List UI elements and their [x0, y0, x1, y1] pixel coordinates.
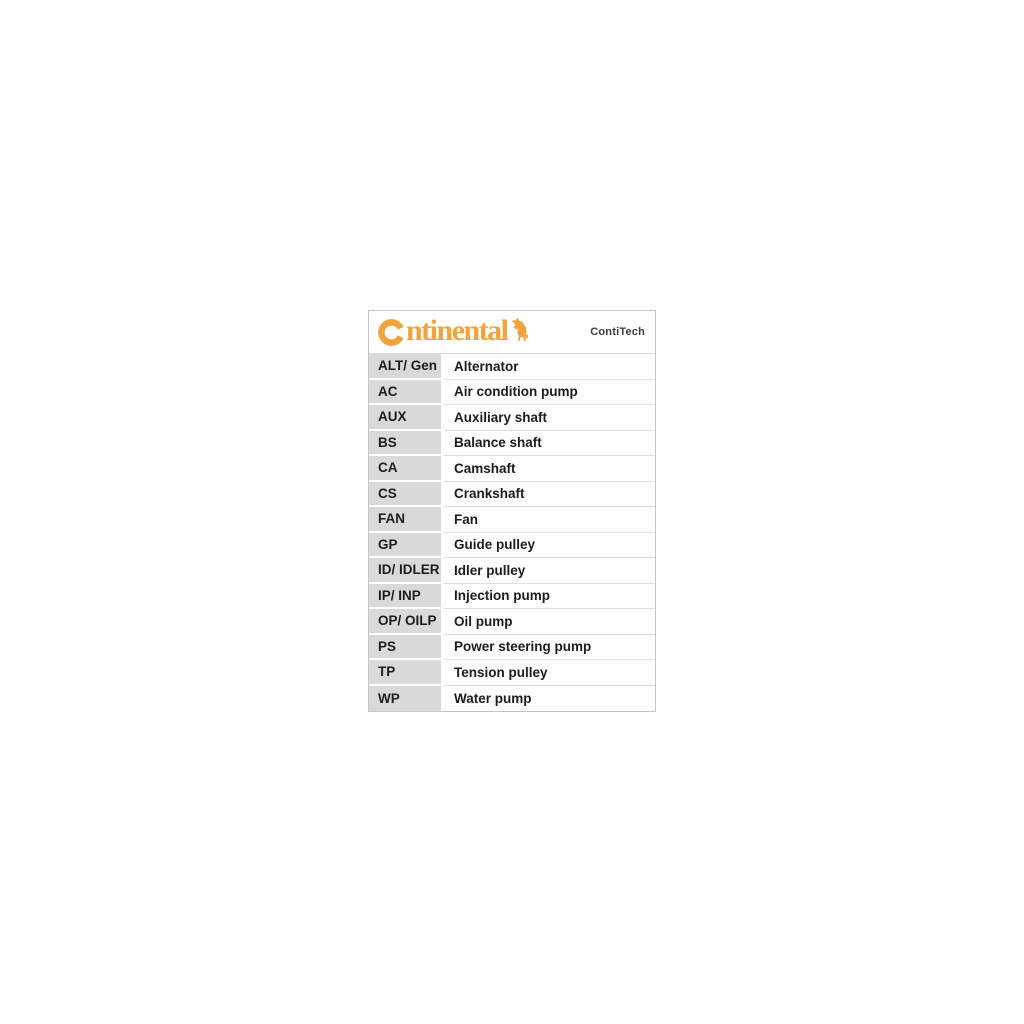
description-cell: Camshaft: [444, 456, 655, 482]
contitech-label: ContiTech: [590, 326, 645, 338]
continental-c-icon: [378, 319, 404, 346]
description-cell: Auxiliary shaft: [444, 405, 655, 431]
description-cell: Injection pump: [444, 583, 655, 609]
table-row: PS Power steering pump: [369, 634, 655, 660]
abbreviation-cell: CA: [369, 456, 444, 482]
description-cell: Balance shaft: [444, 430, 655, 456]
table-row: ID/ IDLER Idler pulley: [369, 558, 655, 584]
table-row: WP Water pump: [369, 685, 655, 711]
abbreviation-cell: GP: [369, 532, 444, 558]
legend-card: ntinental ContiTech ALT/ Gen Alternator …: [368, 310, 656, 712]
abbreviation-cell: TP: [369, 660, 444, 686]
table-row: FAN Fan: [369, 507, 655, 533]
description-cell: Tension pulley: [444, 660, 655, 686]
table-row: BS Balance shaft: [369, 430, 655, 456]
description-cell: Water pump: [444, 685, 655, 711]
table-row: TP Tension pulley: [369, 660, 655, 686]
abbreviation-table: ALT/ Gen Alternator AC Air condition pum…: [369, 354, 655, 711]
description-cell: Crankshaft: [444, 481, 655, 507]
description-cell: Fan: [444, 507, 655, 533]
abbreviation-cell: AUX: [369, 405, 444, 431]
table-row: AC Air condition pump: [369, 379, 655, 405]
abbreviation-cell: BS: [369, 430, 444, 456]
rearing-horse-icon: [511, 317, 528, 341]
description-cell: Power steering pump: [444, 634, 655, 660]
description-cell: Idler pulley: [444, 558, 655, 584]
table-row: IP/ INP Injection pump: [369, 583, 655, 609]
table-row: CS Crankshaft: [369, 481, 655, 507]
table-row: ALT/ Gen Alternator: [369, 354, 655, 380]
abbreviation-cell: CS: [369, 481, 444, 507]
description-cell: Oil pump: [444, 609, 655, 635]
abbreviation-cell: OP/ OILP: [369, 609, 444, 635]
abbreviation-cell: WP: [369, 685, 444, 711]
abbreviation-cell: ALT/ Gen: [369, 354, 444, 380]
description-cell: Air condition pump: [444, 379, 655, 405]
description-cell: Alternator: [444, 354, 655, 380]
abbreviation-cell: PS: [369, 634, 444, 660]
table-row: OP/ OILP Oil pump: [369, 609, 655, 635]
abbreviation-cell: ID/ IDLER: [369, 558, 444, 584]
table-row: GP Guide pulley: [369, 532, 655, 558]
abbreviation-cell: AC: [369, 379, 444, 405]
table-row: CA Camshaft: [369, 456, 655, 482]
continental-logo: ntinental: [378, 313, 530, 347]
description-cell: Guide pulley: [444, 532, 655, 558]
table-row: AUX Auxiliary shaft: [369, 405, 655, 431]
continental-logo-text: ntinental: [406, 313, 509, 347]
abbreviation-cell: FAN: [369, 507, 444, 533]
abbreviation-cell: IP/ INP: [369, 583, 444, 609]
card-header: ntinental ContiTech: [369, 311, 655, 354]
